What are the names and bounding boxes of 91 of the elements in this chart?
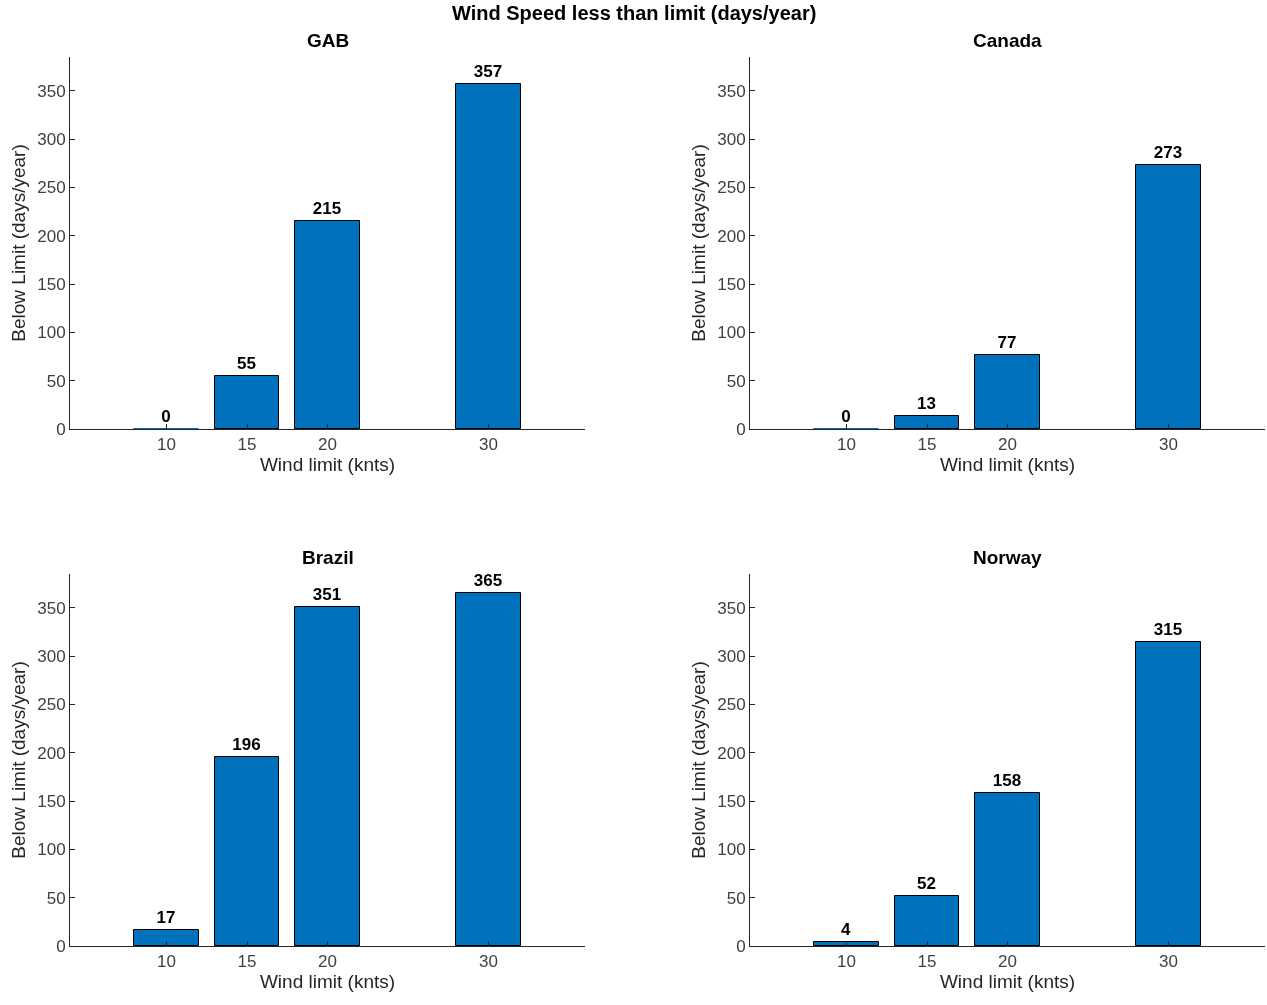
y-axis-title: Below Limit (days/year)	[8, 144, 30, 342]
x-axis-title: Wind limit (knts)	[939, 971, 1076, 993]
bar	[1135, 641, 1201, 946]
data-label: 365	[473, 570, 503, 590]
bar	[813, 941, 879, 946]
x-tick-label: 20	[318, 952, 337, 972]
y-tick-label: 200	[37, 226, 66, 246]
data-label: 0	[841, 406, 851, 426]
x-tick-label: 20	[318, 435, 337, 455]
x-tick-label: 20	[998, 952, 1017, 972]
chart-title: Norway	[973, 547, 1043, 568]
y-tick-label: 150	[37, 792, 66, 812]
text: Wind Speed less than limit (days/year)	[452, 2, 817, 24]
y-tick-label: 200	[37, 743, 66, 763]
data-label: 52	[917, 873, 936, 893]
bar	[214, 756, 279, 946]
x-tick-label: 15	[917, 435, 937, 455]
chart-title: GAB	[307, 30, 350, 51]
data-label: 55	[237, 353, 256, 373]
data-label: 315	[1153, 619, 1183, 639]
y-tick-label: 150	[37, 275, 66, 295]
y-tick-label: 0	[736, 936, 746, 956]
y-axis-title: Below Limit (days/year)	[688, 144, 710, 342]
y-tick-label: 0	[56, 419, 66, 439]
data-label: 158	[992, 770, 1022, 790]
y-tick-label: 150	[717, 275, 746, 295]
y-tick-label: 200	[717, 743, 746, 763]
y-tick-label: 100	[37, 323, 66, 343]
x-tick-label: 15	[917, 952, 937, 972]
bar	[455, 592, 521, 946]
bar	[133, 929, 199, 946]
y-tick-label: 100	[717, 323, 746, 343]
y-tick-label: 350	[37, 598, 66, 618]
bar	[974, 792, 1040, 946]
y-tick-label: 200	[717, 226, 746, 246]
data-label: 17	[156, 907, 176, 927]
y-tick-label: 250	[37, 695, 66, 715]
bar	[894, 415, 959, 429]
bar	[974, 354, 1040, 429]
x-axis-title: Wind limit (knts)	[259, 454, 396, 476]
y-tick-label: 350	[37, 81, 66, 101]
y-tick-label: 300	[37, 647, 66, 667]
bar	[214, 375, 279, 429]
x-tick-label: 15	[237, 952, 257, 972]
data-label: 77	[997, 332, 1017, 352]
data-label: 351	[312, 584, 342, 604]
x-tick-label: 10	[837, 435, 857, 455]
y-tick-label: 100	[37, 840, 66, 860]
x-tick-label: 30	[1158, 952, 1178, 972]
data-label: 215	[312, 198, 342, 218]
y-tick-label: 350	[717, 81, 746, 101]
x-axis-title: Wind limit (knts)	[939, 454, 1076, 476]
bar	[294, 220, 360, 429]
y-tick-label: 50	[726, 371, 746, 391]
y-tick-label: 50	[726, 888, 746, 908]
chart-title: Canada	[973, 30, 1043, 51]
data-label: 4	[841, 919, 851, 939]
y-tick-label: 300	[37, 130, 66, 150]
x-tick-label: 10	[157, 952, 177, 972]
y-tick-label: 50	[46, 371, 66, 391]
data-label: 0	[161, 406, 171, 426]
y-tick-label: 350	[717, 598, 746, 618]
bar	[455, 83, 521, 429]
x-tick-label: 30	[478, 952, 498, 972]
data-label: 357	[473, 61, 503, 81]
bar	[894, 895, 959, 946]
x-axis-title: Wind limit (knts)	[259, 971, 396, 993]
chart-title: Brazil	[302, 547, 354, 568]
y-tick-label: 250	[717, 695, 746, 715]
x-tick-label: 30	[478, 435, 498, 455]
x-tick-label: 30	[1158, 435, 1178, 455]
y-tick-label: 300	[717, 647, 746, 667]
y-tick-label: 100	[717, 840, 746, 860]
x-tick-label: 20	[998, 435, 1017, 455]
data-label: 196	[232, 734, 261, 754]
y-tick-label: 150	[717, 792, 746, 812]
y-tick-label: 300	[717, 130, 746, 150]
y-tick-label: 0	[56, 936, 66, 956]
bar	[1135, 164, 1201, 429]
y-tick-label: 250	[717, 178, 746, 198]
bar	[294, 606, 360, 946]
x-tick-label: 10	[837, 952, 857, 972]
y-tick-label: 0	[736, 419, 746, 439]
y-axis-title: Below Limit (days/year)	[688, 661, 710, 859]
x-tick-label: 10	[157, 435, 177, 455]
y-tick-label: 250	[37, 178, 66, 198]
data-label: 13	[917, 393, 936, 413]
data-label: 273	[1153, 142, 1183, 162]
x-tick-label: 15	[237, 435, 257, 455]
y-tick-label: 50	[46, 888, 66, 908]
y-axis-title: Below Limit (days/year)	[8, 661, 30, 859]
